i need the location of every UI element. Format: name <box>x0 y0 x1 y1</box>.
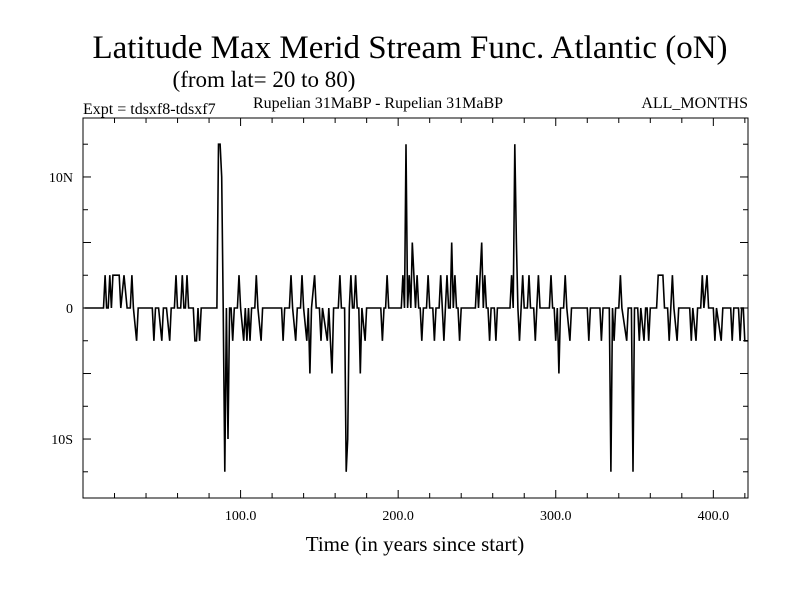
y-tick-labels: 10N 0 10S <box>49 171 73 448</box>
y-tick-label: 10S <box>51 433 73 448</box>
axis-ticks <box>83 118 748 498</box>
x-axis-label: Time (in years since start) <box>306 532 525 556</box>
x-tick-label: 200.0 <box>382 509 414 524</box>
period-label: Rupelian 31MaBP - Rupelian 31MaBP <box>253 95 503 112</box>
chart-subtitle: (from lat= 20 to 80) <box>173 67 356 92</box>
months-label: ALL_MONTHS <box>641 95 748 112</box>
y-tick-label: 0 <box>66 302 73 317</box>
chart-title: Latitude Max Merid Stream Func. Atlantic… <box>92 30 727 66</box>
x-tick-label: 400.0 <box>698 509 730 524</box>
y-tick-label: 10N <box>49 171 73 186</box>
x-tick-label: 300.0 <box>540 509 572 524</box>
x-tick-labels: 100.0 200.0 300.0 400.0 <box>225 509 729 524</box>
series-line <box>84 143 748 472</box>
expt-label: Expt = tdsxf8-tdsxf7 <box>83 101 216 118</box>
x-tick-label: 100.0 <box>225 509 257 524</box>
